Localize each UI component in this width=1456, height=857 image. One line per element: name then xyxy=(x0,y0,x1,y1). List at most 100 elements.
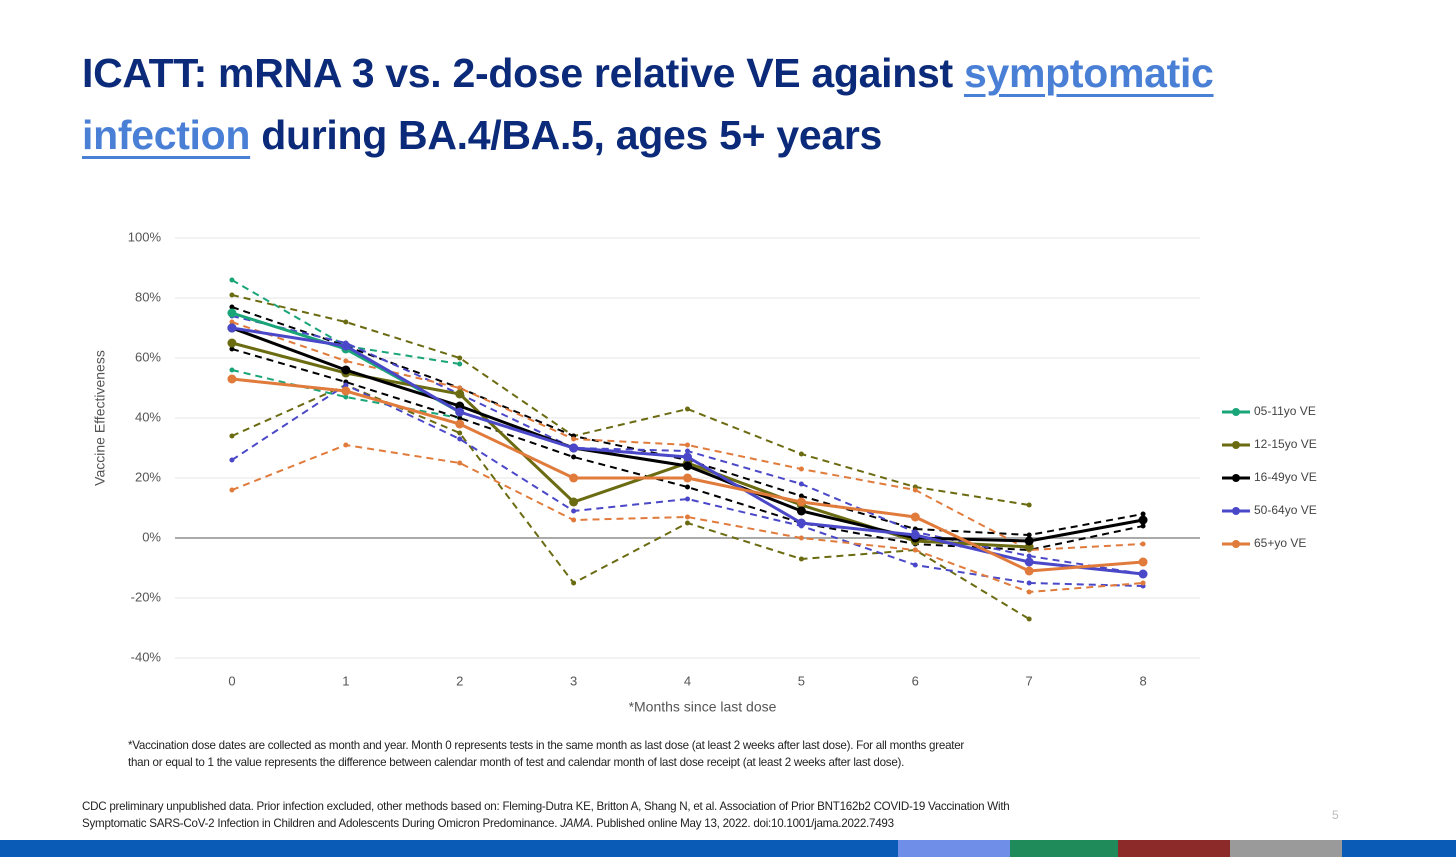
y-tick-label: -20% xyxy=(131,589,162,604)
ci-upper-line-point xyxy=(1026,532,1032,538)
bar-segment xyxy=(898,840,1010,857)
ci-upper-line-point xyxy=(1140,541,1146,547)
bar-segment xyxy=(1230,840,1342,857)
series-line-point xyxy=(1024,566,1034,576)
series-line-point xyxy=(796,518,806,528)
ci-lower-line-point xyxy=(912,547,918,553)
y-tick-label: 0% xyxy=(142,529,161,544)
series-line-point xyxy=(1138,557,1148,567)
ci-lower-line-point xyxy=(457,436,463,442)
series-line-point xyxy=(683,452,692,462)
page-number: 5 xyxy=(1332,808,1339,822)
x-tick-label: 7 xyxy=(1026,673,1033,688)
series-line-point xyxy=(455,389,465,399)
series-line-point xyxy=(227,338,237,348)
ci-lower-line-point xyxy=(685,496,690,502)
ci-upper-line-point xyxy=(685,448,690,454)
ci-lower-line-point xyxy=(457,430,463,436)
footnote-line: than or equal to 1 the value represents … xyxy=(128,756,905,769)
ci-upper-line-point xyxy=(343,358,349,364)
footnote-line: *Vaccination dose dates are collected as… xyxy=(128,739,965,752)
ci-lower-line-point xyxy=(343,382,349,388)
ci-lower-line-point xyxy=(229,367,235,373)
ci-upper-line-point xyxy=(229,319,235,325)
x-axis-label: *Months since last dose xyxy=(629,699,777,715)
series-line-point xyxy=(683,473,692,483)
ci-upper-line-point xyxy=(798,451,804,457)
x-tick-label: 5 xyxy=(798,673,805,688)
ci-lower-line xyxy=(231,443,1144,594)
ci-lower-line-point xyxy=(1026,589,1032,595)
source-line: CDC preliminary unpublished data. Prior … xyxy=(82,800,1010,813)
ci-upper-line-point xyxy=(229,304,235,310)
series-line-point xyxy=(227,308,237,318)
source-journal: JAMA xyxy=(560,817,591,830)
legend-label: 65+yo VE xyxy=(1254,536,1306,550)
series-line-point xyxy=(341,341,351,351)
legend-marker xyxy=(1232,474,1240,482)
title-part: during BA.4/BA.5, ages 5+ years xyxy=(250,112,882,158)
series-line-point xyxy=(227,374,237,384)
footnote: *Vaccination dose dates are collected as… xyxy=(128,737,964,771)
bar-segment xyxy=(1118,840,1230,857)
series-line-point xyxy=(341,365,351,375)
series-line-point xyxy=(227,323,237,333)
y-tick-label: 80% xyxy=(135,289,161,304)
legend-marker xyxy=(1232,441,1240,449)
ci-lower-line-point xyxy=(229,457,235,463)
ci-upper-line xyxy=(231,294,1030,506)
ci-upper-line-point xyxy=(1140,511,1146,517)
x-tick-label: 2 xyxy=(456,673,463,688)
ci-lower-line-point xyxy=(912,562,918,568)
ci-lower-line-point xyxy=(685,520,690,526)
ci-lower-line xyxy=(231,369,460,419)
ci-upper-line-point xyxy=(343,319,349,325)
ci-upper-line xyxy=(231,279,460,365)
source-text: Symptomatic SARS-CoV-2 Infection in Chil… xyxy=(82,817,561,830)
ci-lower-line-point xyxy=(1140,523,1146,529)
x-tick-label: 6 xyxy=(912,673,919,688)
ci-upper-line-point xyxy=(229,292,235,298)
x-tick-label: 0 xyxy=(228,673,235,688)
series-line-point xyxy=(910,530,920,540)
legend-marker xyxy=(1232,408,1240,416)
series-line-point xyxy=(455,407,465,417)
ci-upper-line-point xyxy=(571,436,577,442)
legend-label: 50-64yo VE xyxy=(1254,503,1317,517)
ci-lower-line-point xyxy=(685,514,690,520)
legend-marker xyxy=(1232,507,1240,515)
bar-segment xyxy=(1342,840,1456,857)
ci-lower-line-point xyxy=(343,442,349,448)
series-line-point xyxy=(1138,515,1148,525)
ci-lower-line-point xyxy=(457,415,463,421)
color-bar xyxy=(0,840,1456,857)
ci-upper-line-point xyxy=(798,481,804,487)
legend-marker xyxy=(1232,540,1240,548)
legend-label: 05-11yo VE xyxy=(1254,404,1316,418)
ci-lower-line-point xyxy=(798,535,804,541)
ci-lower-line-point xyxy=(457,460,463,466)
ci-lower-line xyxy=(231,348,1144,552)
y-tick-label: 60% xyxy=(135,349,161,364)
series-line-point xyxy=(569,497,579,507)
ci-upper-line-point xyxy=(229,277,235,283)
legend-label: 16-49yo VE xyxy=(1254,470,1317,484)
series-line-point xyxy=(796,497,806,507)
chart: -40% -20% 0% 20% 40% 60% 80% 100% 0 1 2 3 4 5 6 7 8 *Mont… xyxy=(92,229,1317,715)
y-tick-label: 100% xyxy=(128,229,162,244)
source-line: Symptomatic SARS-CoV-2 Infection in Chil… xyxy=(82,815,1010,832)
ci-lower-line-point xyxy=(685,484,690,490)
ci-lower-line-point xyxy=(1026,616,1032,622)
series-line-point xyxy=(569,473,579,483)
ci-upper-line-point xyxy=(457,361,463,367)
ci-lower-line-point xyxy=(229,487,235,493)
source: CDC preliminary unpublished data. Prior … xyxy=(82,798,1010,832)
ci-upper-line-point xyxy=(912,487,918,493)
x-tick-label: 4 xyxy=(684,673,691,688)
title-part: ICATT: mRNA 3 vs. 2-dose relative VE aga… xyxy=(82,50,964,96)
series-line-point xyxy=(910,512,920,522)
bar-segment xyxy=(1010,840,1118,857)
ci-upper-line-point xyxy=(457,355,463,361)
x-tick-label: 1 xyxy=(342,673,349,688)
